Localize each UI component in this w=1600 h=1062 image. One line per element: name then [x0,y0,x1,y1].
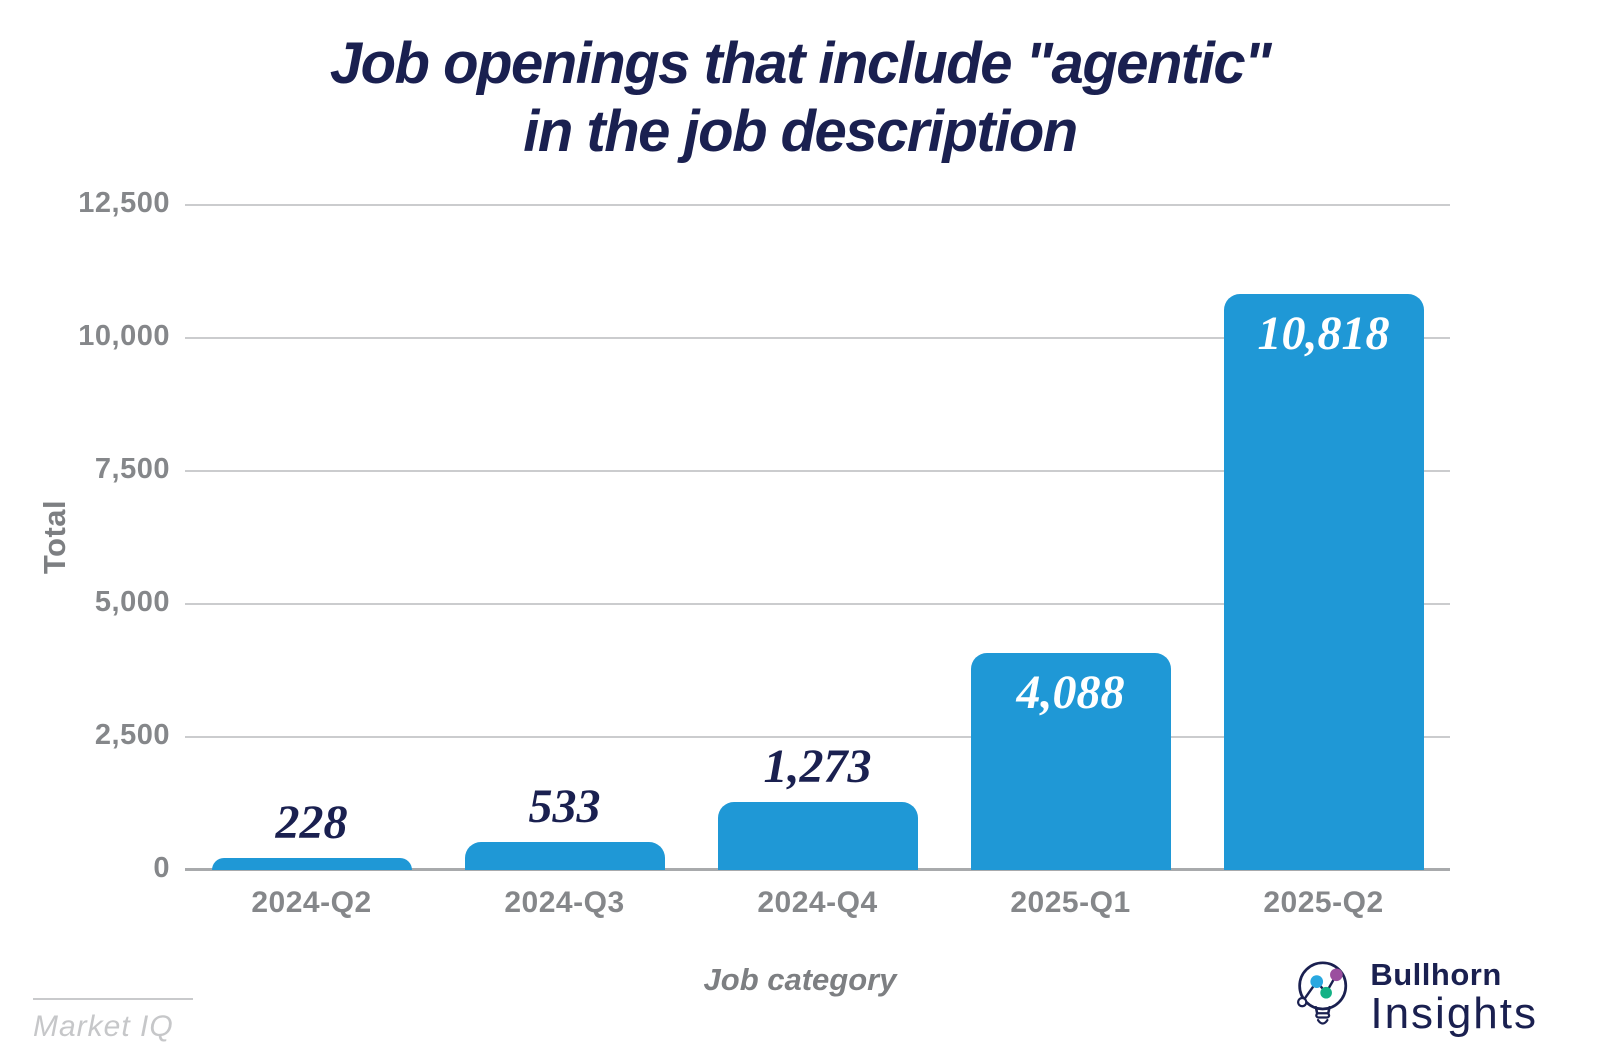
bar-value-label: 228 [275,795,348,849]
bar-2025-Q2: 10,818 [1223,294,1424,870]
y-tick-label: 5,000 [94,586,170,618]
gridline-2500 [185,736,1450,738]
brand-text: Bullhorn Insights [1370,959,1538,1036]
x-tick-label-2025-Q1: 2025-Q1 [1010,886,1131,919]
bar-slot-2025-Q1: 4,088 [944,205,1197,870]
bar-slot-2024-Q2: 228 [185,205,438,870]
bar-value-label: 10,818 [1257,307,1390,361]
x-tick-labels: 2024-Q2 2024-Q3 2024-Q4 2025-Q1 2025-Q2 [185,886,1450,920]
node-purple-dot [1330,968,1344,982]
bar-value-label: 533 [528,779,601,833]
gridline-7500 [185,470,1450,472]
gridline-10000 [185,337,1450,339]
bar-slot-2024-Q4: 1,273 [691,205,944,870]
bar-slot-2025-Q2: 10,818 [1197,205,1450,870]
x-tick-label-2024-Q2: 2024-Q2 [251,886,372,919]
bar-value-label: 4,088 [1016,665,1125,719]
brand-sub: Insights [1370,988,1538,1038]
y-tick-label: 0 [153,852,170,884]
x-tick-label-2024-Q3: 2024-Q3 [504,886,625,919]
y-tick-label: 12,500 [78,187,170,219]
bar-series: 228 533 1,273 4,088 10,818 [185,205,1450,870]
node-white-dot [1297,996,1308,1008]
source-label: Market IQ [33,1010,174,1043]
bullhorn-insights-logo: Bullhorn Insights [1278,950,1538,1044]
bar-slot-2024-Q3: 533 [438,205,691,870]
x-tick-label-2025-Q2: 2025-Q2 [1263,886,1384,919]
bar-2024-Q4: 1,273 [717,740,918,870]
y-axis-title: Total [37,499,72,575]
y-tick-label: 10,000 [78,320,170,352]
bar-2024-Q3: 533 [464,780,665,870]
bar-2025-Q1: 4,088 [970,652,1171,870]
node-green-dot [1320,986,1333,999]
source-attribution: Market IQ [33,998,193,1044]
gridline-5000 [185,603,1450,605]
x-axis-title: Job category [703,962,897,997]
source-divider-line [33,998,193,1000]
lightbulb-icon [1297,961,1348,1025]
y-tick-label: 2,500 [94,719,170,751]
chart-title-line2: in the job description [523,98,1078,164]
chart-title-line1: Job openings that include "agentic" [329,31,1272,96]
bar-value-label: 1,273 [763,740,872,794]
x-tick-label-2024-Q4: 2024-Q4 [757,886,878,919]
gridline-12500 [185,204,1450,206]
y-tick-label: 7,500 [94,453,170,485]
bar-2024-Q2: 228 [211,796,412,870]
node-blue-dot [1310,975,1324,988]
brand-name: Bullhorn [1370,956,1502,992]
plot-area: 228 533 1,273 4,088 10,818 [185,204,1450,871]
chart-title: Job openings that include "agentic" in t… [0,30,1600,166]
